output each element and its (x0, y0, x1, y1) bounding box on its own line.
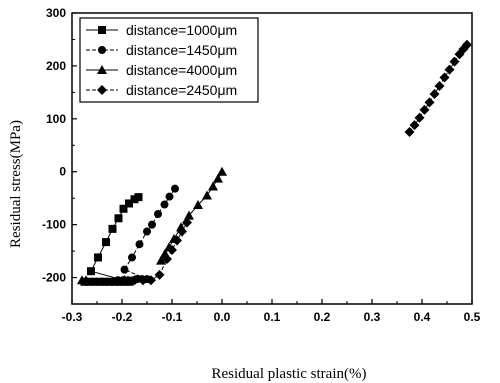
legend-marker (98, 46, 106, 54)
data-point (119, 275, 130, 286)
data-point (154, 269, 165, 280)
data-point (439, 72, 450, 83)
data-point (462, 39, 472, 50)
y-tick-label: 200 (46, 59, 66, 73)
x-tick-label: 0.2 (314, 310, 331, 324)
y-tick-label: -200 (42, 271, 66, 285)
data-point (160, 200, 169, 209)
data-point (128, 253, 136, 262)
data-point (165, 192, 174, 201)
data-point (172, 235, 182, 246)
data-point (156, 255, 166, 265)
data-point (434, 81, 445, 92)
legend: distance=1000μm distance=1450μm distance=4… (79, 17, 259, 103)
data-point (404, 127, 415, 138)
data-point (414, 112, 425, 123)
data-point (129, 275, 140, 286)
data-point (449, 56, 460, 67)
x-axis-label: Residual plastic strain(%) (212, 366, 367, 382)
data-point (148, 220, 156, 229)
data-point (162, 254, 172, 265)
x-tick-label: 0.3 (364, 310, 381, 324)
data-point (138, 275, 148, 286)
legend-marker (98, 26, 106, 34)
data-point (119, 204, 128, 213)
data-point (193, 200, 203, 210)
data-point (81, 275, 91, 285)
data-point (134, 193, 143, 202)
series-1 (80, 193, 143, 286)
data-point (177, 226, 187, 237)
legend-label: distance=1450μm (126, 42, 237, 58)
data-point (102, 238, 110, 247)
data-point (108, 224, 117, 233)
legend-marker (97, 65, 107, 74)
x-tick-label: -0.2 (112, 310, 133, 324)
series-4 (119, 39, 472, 286)
x-tick-label: -0.1 (162, 310, 183, 324)
legend-box (79, 17, 259, 103)
y-tick-label: -100 (42, 218, 66, 232)
x-tick-label: 0.4 (414, 310, 431, 324)
legend-label: distance=2450μm (126, 82, 237, 98)
y-tick-label: 300 (46, 6, 66, 20)
axes: -0.3 -0.2 -0.1 0.0 0.1 0.2 0.3 0.4 0.5 -200 -100 0 1… (42, 6, 481, 324)
data-point (213, 173, 223, 183)
data-point (154, 210, 162, 219)
legend-label: distance=4000μm (126, 62, 237, 78)
data-point (419, 104, 430, 115)
series-2 (114, 184, 179, 285)
x-tick-label: 0.5 (464, 310, 481, 324)
data-point (105, 277, 114, 286)
legend-label: distance=1000μm (126, 22, 237, 38)
data-point (171, 184, 179, 193)
y-axis-label: Residual stress(MPa) (8, 120, 24, 248)
data-point (135, 240, 144, 249)
data-point (182, 217, 192, 228)
data-point (208, 181, 218, 191)
data-point (125, 199, 133, 208)
series-layer (77, 39, 472, 286)
x-tick-label: -0.3 (62, 310, 83, 324)
data-point (114, 214, 123, 223)
data-point (202, 190, 212, 200)
data-point (424, 97, 435, 108)
data-point (143, 227, 151, 236)
data-point (90, 277, 99, 286)
data-point (95, 277, 104, 286)
data-point (146, 275, 156, 286)
data-point (120, 265, 129, 274)
data-point (444, 64, 455, 75)
data-point (100, 277, 109, 286)
data-point (429, 88, 440, 99)
data-point (94, 253, 102, 262)
data-point (217, 166, 227, 176)
data-point (184, 210, 194, 220)
x-tick-label: 0.1 (264, 310, 281, 324)
data-point (409, 120, 420, 131)
legend-marker (97, 85, 107, 95)
data-point (87, 267, 95, 276)
data-point (167, 245, 177, 256)
y-tick-label: 100 (46, 112, 66, 126)
x-tick-label: 0.0 (214, 310, 231, 324)
y-tick-label: 0 (59, 165, 66, 179)
